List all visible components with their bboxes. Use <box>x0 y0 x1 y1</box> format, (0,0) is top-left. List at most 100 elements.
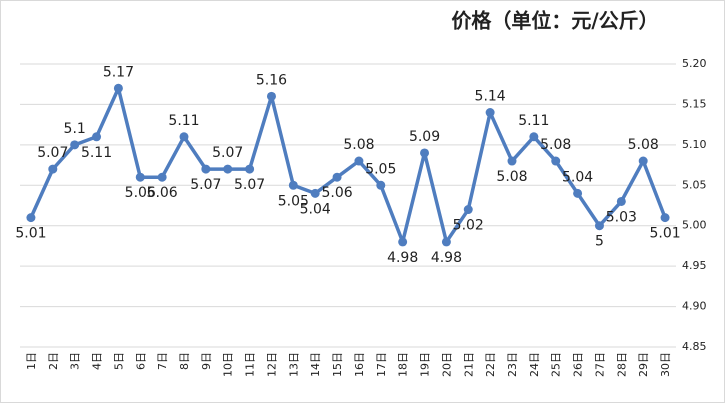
point <box>266 91 276 101</box>
value-label: 5.07 <box>37 145 68 161</box>
value-label: 5.01 <box>649 226 680 242</box>
point <box>573 188 583 198</box>
value-label: 5.14 <box>475 89 506 105</box>
x-tick-label: 8日 <box>178 352 191 370</box>
value-label: 5.03 <box>606 209 637 225</box>
point <box>310 188 320 198</box>
x-tick-label: 12日 <box>265 352 278 377</box>
x-tick-label: 28日 <box>615 352 628 377</box>
point <box>223 164 233 174</box>
value-label: 5.05 <box>365 161 396 177</box>
x-tick-label: 6日 <box>134 352 147 370</box>
value-label: 5.04 <box>562 169 593 185</box>
point <box>332 172 342 182</box>
chart-title: 价格（单位：元/公斤） <box>451 9 658 33</box>
point <box>463 205 473 215</box>
x-tick-label: 17日 <box>375 352 388 377</box>
value-label: 5.07 <box>234 177 265 193</box>
value-label: 5.1 <box>64 121 86 137</box>
y-tick-label: 5.15 <box>682 97 707 110</box>
x-tick-label: 24日 <box>528 352 541 377</box>
point <box>92 132 102 142</box>
point <box>616 196 626 206</box>
line <box>29 86 667 244</box>
x-tick-label: 13日 <box>287 352 300 377</box>
point <box>398 237 408 247</box>
point <box>420 148 430 158</box>
point <box>376 180 386 190</box>
x-tick-label: 1日 <box>25 352 38 370</box>
x-tick-label: 29日 <box>637 352 650 377</box>
value-label: 5.07 <box>212 145 243 161</box>
x-tick-label: 16日 <box>353 352 366 377</box>
x-tick-label: 3日 <box>69 352 82 370</box>
value-label: 5.06 <box>147 185 178 201</box>
value-label: 4.98 <box>431 250 462 266</box>
x-tick-label: 14日 <box>309 352 322 377</box>
x-tick-label: 11日 <box>244 352 257 377</box>
point <box>529 132 539 142</box>
value-label: 5.07 <box>190 177 221 193</box>
point <box>26 213 36 223</box>
value-label: 5.08 <box>628 137 659 153</box>
point <box>660 213 670 223</box>
point <box>441 237 451 247</box>
value-label: 5.08 <box>343 137 374 153</box>
point <box>245 164 255 174</box>
point <box>594 221 604 231</box>
x-tick-label: 22日 <box>484 352 497 377</box>
value-label: 5.08 <box>496 169 527 185</box>
x-tick-label: 21日 <box>462 352 475 377</box>
y-tick-label: 5.05 <box>682 178 707 191</box>
y-tick-label: 5.00 <box>682 219 707 232</box>
value-label: 5.06 <box>321 185 352 201</box>
value-label: 5.02 <box>453 218 484 234</box>
value-label: 5.11 <box>518 113 549 129</box>
value-label: 5.09 <box>409 129 440 145</box>
x-tick-label: 18日 <box>397 352 410 377</box>
x-tick-label: 25日 <box>550 352 563 377</box>
x-tick-label: 5日 <box>112 352 125 370</box>
y-tick-label: 5.20 <box>682 57 707 70</box>
x-tick-label: 2日 <box>47 352 60 370</box>
point <box>288 180 298 190</box>
value-label: 5.01 <box>15 226 46 242</box>
y-tick-label: 5.10 <box>682 138 707 151</box>
x-tick-label: 15日 <box>331 352 344 377</box>
value-label: 5.16 <box>256 72 287 88</box>
x-tick-label: 20日 <box>440 352 453 377</box>
x-tick-label: 10日 <box>222 352 235 377</box>
x-tick-label: 7日 <box>156 352 169 370</box>
value-label: 5.08 <box>540 137 571 153</box>
value-label: 5 <box>595 234 604 250</box>
y-tick-label: 4.95 <box>682 259 707 272</box>
x-tick-label: 4日 <box>91 352 104 370</box>
value-label: 5.17 <box>103 64 134 80</box>
x-tick-label: 23日 <box>506 352 519 377</box>
x-tick-label: 30日 <box>659 352 672 377</box>
point <box>135 172 145 182</box>
point <box>48 164 58 174</box>
x-tick-label: 26日 <box>572 352 585 377</box>
point <box>507 156 517 166</box>
y-tick-label: 4.85 <box>682 340 707 353</box>
value-label: 5.11 <box>168 113 199 129</box>
x-tick-label: 27日 <box>593 352 606 377</box>
point <box>638 156 648 166</box>
point <box>551 156 561 166</box>
point <box>485 108 495 118</box>
value-label: 5.05 <box>278 193 309 209</box>
value-label: 5.06 <box>125 185 156 201</box>
x-tick-label: 19日 <box>419 352 432 377</box>
y-tick-label: 4.90 <box>682 300 707 313</box>
point <box>113 83 123 93</box>
point <box>179 132 189 142</box>
value-label: 5.11 <box>81 145 112 161</box>
point <box>354 156 364 166</box>
value-label: 4.98 <box>387 250 418 266</box>
x-tick-label: 9日 <box>200 352 213 370</box>
value-label: 5.04 <box>300 201 331 217</box>
point <box>201 164 211 174</box>
